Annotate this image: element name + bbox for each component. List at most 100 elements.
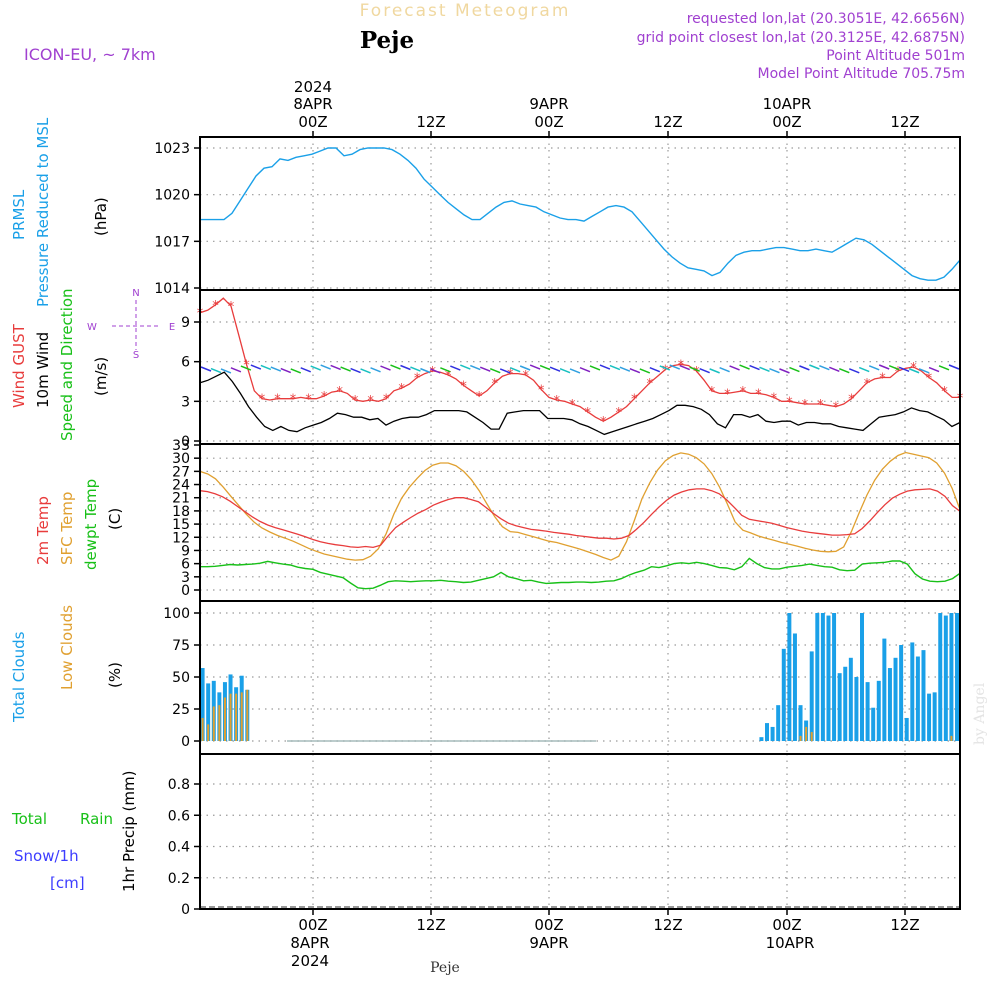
- cloud-total-bar: [854, 677, 859, 741]
- cloud-total-bar: [899, 645, 904, 741]
- cloud-total-bar: [904, 717, 909, 741]
- cloud-total-bar: [787, 613, 792, 741]
- wind-direction-arrow: [669, 364, 681, 370]
- gust-marker: *: [895, 365, 902, 380]
- cloud-total-bar: [871, 707, 876, 741]
- gust-marker: *: [476, 390, 483, 405]
- wind-direction-arrow: [689, 366, 700, 372]
- cloud-total-bar: [837, 673, 842, 741]
- wind-direction-arrow: [729, 365, 740, 371]
- gust-marker: *: [398, 382, 405, 397]
- wind-direction-arrow: [639, 368, 651, 374]
- y-tick-label: 3: [181, 570, 190, 586]
- compass-west: W: [87, 322, 97, 333]
- bottom-tick-label: 00Z: [298, 916, 327, 934]
- gust-marker: *: [631, 393, 638, 408]
- wind-direction-arrow: [450, 365, 461, 371]
- wind-direction-arrow: [569, 368, 581, 374]
- clouds-unit: (%): [106, 662, 124, 688]
- precip-snow-unit: [cm]: [50, 874, 85, 892]
- wind-direction-arrow: [679, 364, 690, 371]
- wind-direction-arrow: [460, 364, 471, 370]
- wind-unit: (m/s): [92, 357, 110, 396]
- gust-marker: *: [740, 385, 747, 400]
- wind-direction-arrow: [649, 366, 661, 373]
- gust-marker: *: [864, 377, 871, 392]
- cloud-total-bar: [921, 650, 926, 741]
- wind-10m-line: [199, 371, 961, 436]
- wind-direction-arrow: [809, 364, 820, 370]
- y-tick-label: 6: [181, 355, 190, 371]
- gust-marker: *: [460, 379, 467, 394]
- gust-marker: *: [429, 365, 436, 380]
- wind-dir-label: Speed and Direction: [58, 288, 76, 441]
- gust-marker: *: [414, 372, 421, 387]
- cloud-total-bar: [887, 668, 892, 741]
- wind-direction-arrow: [789, 366, 800, 373]
- top-tick-label: 00Z: [772, 113, 801, 131]
- wind-direction-arrow: [330, 364, 341, 371]
- gust-marker: *: [290, 393, 297, 408]
- wind-direction-arrow: [589, 365, 601, 371]
- wind-direction-arrow: [739, 364, 750, 370]
- wind-direction-arrow: [270, 366, 282, 372]
- wind-direction-arrow: [420, 367, 431, 374]
- y-tick-label: 6: [181, 557, 190, 573]
- precip-rain-label: Rain: [80, 810, 113, 828]
- gust-marker: *: [910, 361, 917, 376]
- gust-marker: *: [941, 385, 948, 400]
- wind-10m-label: 10m Wind: [34, 332, 52, 408]
- y-tick-label: 9: [181, 543, 190, 559]
- wind-direction-arrow: [719, 366, 730, 373]
- temp-panel-frame: [199, 443, 961, 602]
- gust-marker: *: [600, 415, 607, 430]
- gust-marker: *: [771, 391, 778, 406]
- cloud-total-bar: [893, 657, 898, 741]
- y-tick-label: 27: [172, 464, 190, 480]
- top-date-9apr: 9APR: [529, 95, 568, 113]
- wind-direction-arrow: [260, 364, 272, 371]
- cloud-total-bar: [910, 642, 915, 741]
- pressure-panel-frame: [199, 136, 961, 291]
- gust-marker: *: [445, 369, 452, 384]
- wind-direction-arrow: [310, 365, 321, 371]
- pressure-line: [200, 147, 961, 281]
- wind-direction-arrow: [350, 367, 361, 374]
- gust-marker: *: [336, 385, 343, 400]
- gust-marker: *: [274, 393, 281, 408]
- gust-marker: *: [259, 393, 266, 408]
- gust-marker: *: [585, 406, 592, 421]
- wind-direction-arrow: [749, 364, 760, 371]
- compass-east: E: [169, 322, 175, 333]
- wind-direction-arrow: [539, 364, 551, 371]
- gust-marker: *: [616, 406, 623, 421]
- gust-marker: *: [833, 401, 840, 416]
- y-tick-label: 0.2: [168, 871, 190, 887]
- y-tick-label: 75: [172, 638, 190, 654]
- top-date-10apr: 10APR: [763, 95, 812, 113]
- cloud-total-bar: [776, 705, 781, 741]
- cloud-low-bar: [235, 693, 238, 741]
- pressure-label-msl: Pressure Reduced to MSL: [34, 117, 52, 307]
- clouds-total-label: Total Clouds: [10, 631, 28, 723]
- y-tick-label: 0.6: [168, 808, 190, 824]
- bottom-date-10apr: 10APR: [766, 934, 815, 952]
- gust-marker: *: [228, 300, 235, 315]
- gust-marker: *: [383, 393, 390, 408]
- gust-marker: *: [553, 394, 560, 409]
- cloud-low-bar: [950, 735, 953, 741]
- wind-direction-arrow: [779, 368, 790, 374]
- wind-direction-arrow: [470, 364, 481, 371]
- grid-point-coords: grid point closest lon,lat (20.3125E, 42…: [637, 30, 965, 46]
- cloud-total-bar: [955, 613, 959, 741]
- bottom-tick-label: 00Z: [534, 916, 563, 934]
- top-year: 2024: [294, 78, 332, 96]
- wind-direction-arrow: [559, 367, 571, 374]
- wind-direction-arrow: [230, 367, 242, 373]
- cloud-total-bar: [798, 705, 803, 741]
- cloud-total-bar: [843, 666, 848, 741]
- wind-direction-arrow: [948, 364, 960, 370]
- wind-direction-arrow: [579, 367, 591, 373]
- wind-direction-arrow: [320, 364, 331, 370]
